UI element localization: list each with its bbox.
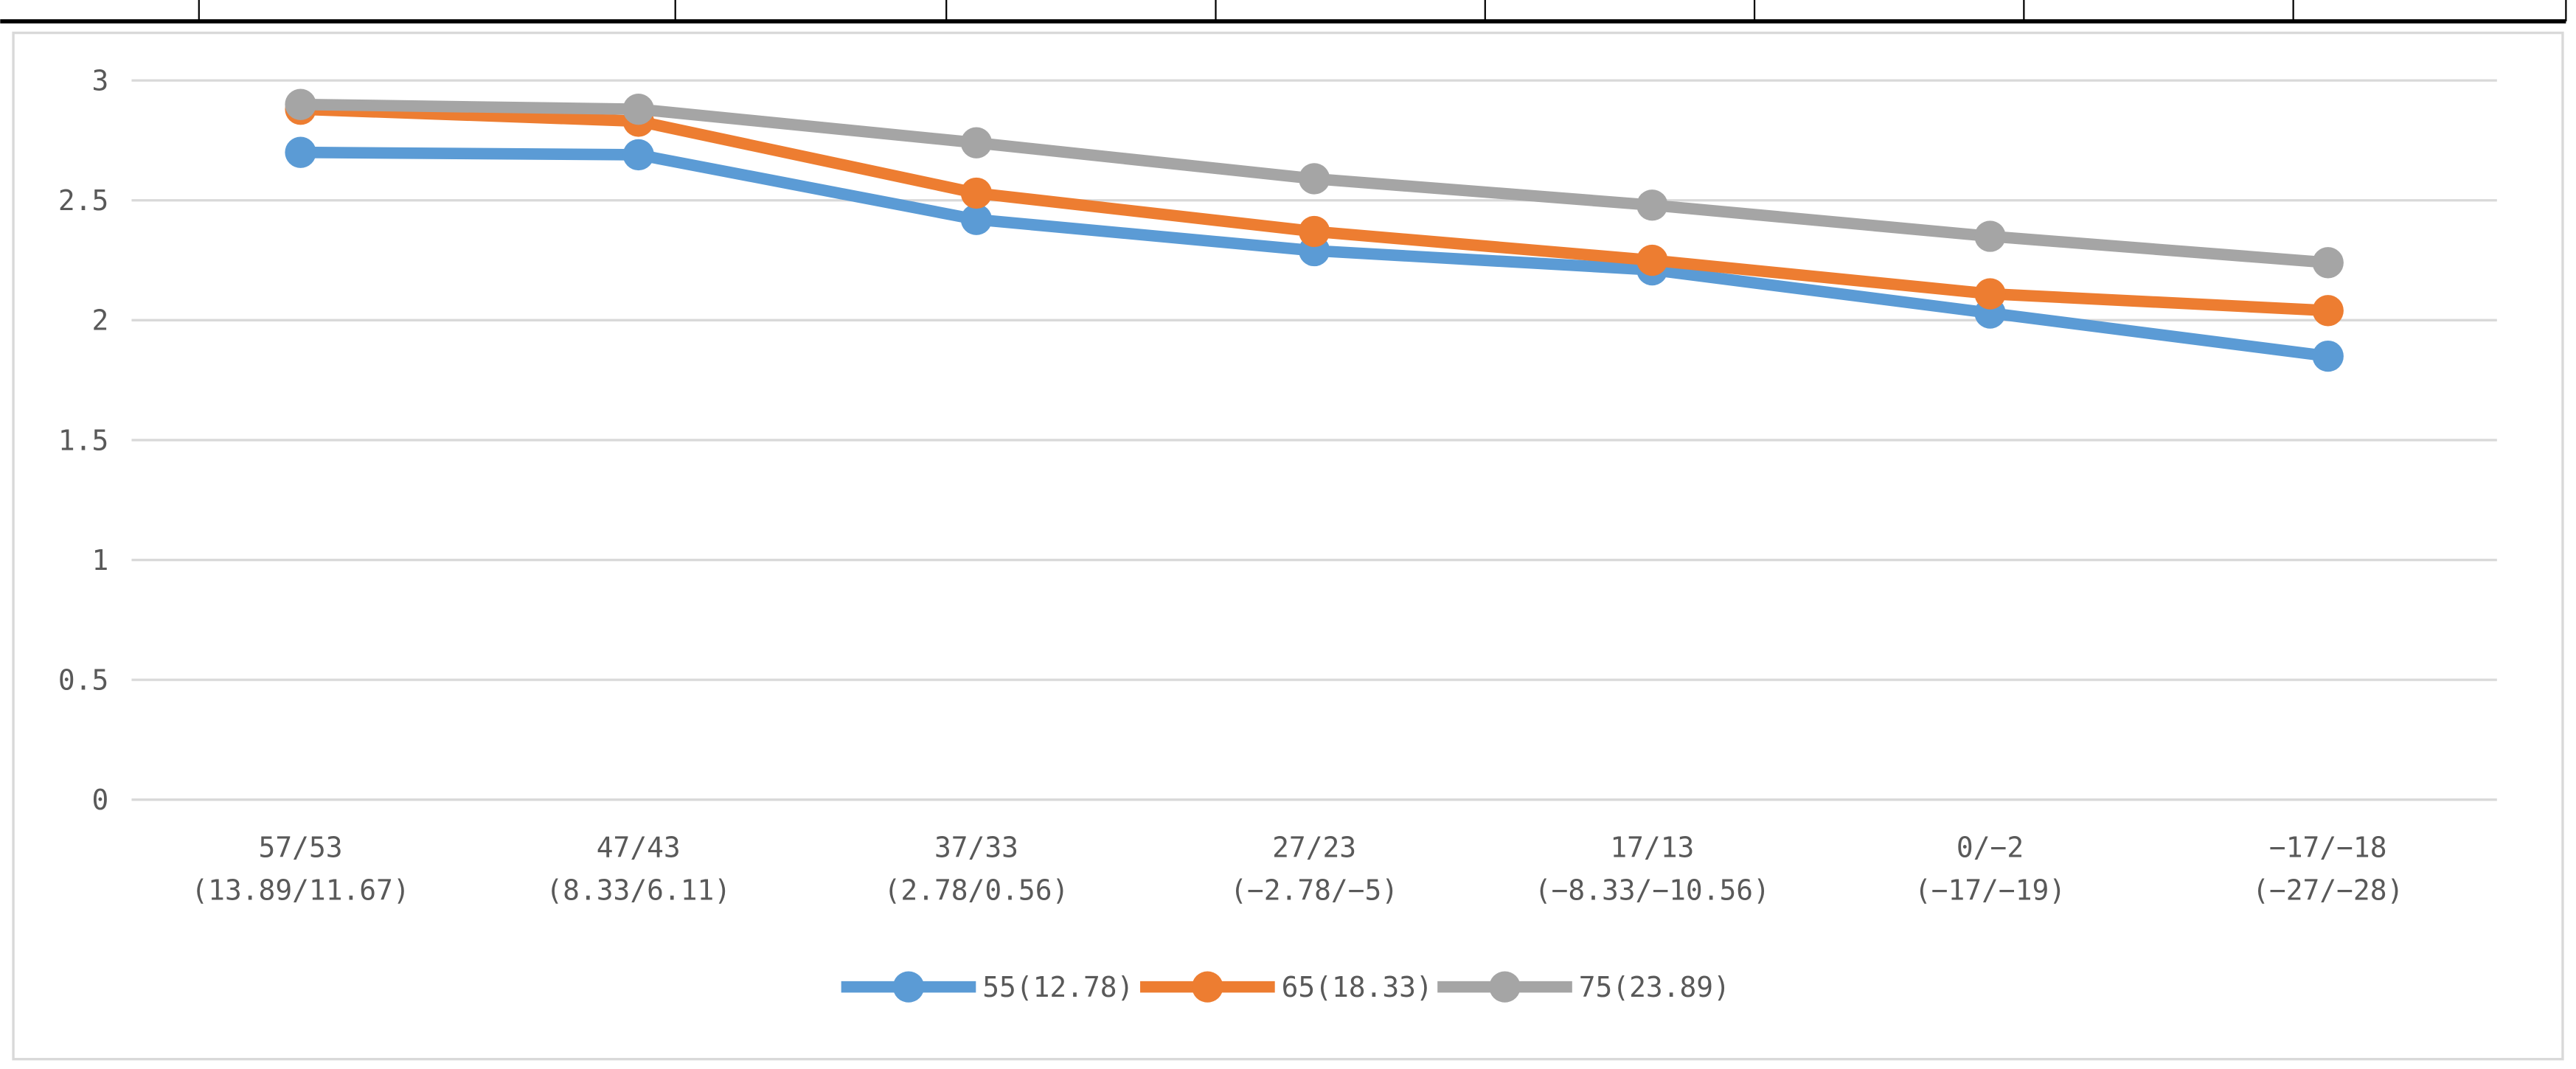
legend-point-marker <box>1192 971 1223 1003</box>
data-point <box>1298 163 1330 195</box>
x-tick-label: 17/13 <box>1610 832 1694 864</box>
data-point <box>2312 247 2344 279</box>
x-tick-label: (13.89/11.67) <box>191 874 409 907</box>
legend-entry: 65(18.33) <box>1140 971 1433 1003</box>
y-tick-label: 3 <box>91 65 108 97</box>
x-tick-label: (−27/−28) <box>2252 874 2403 907</box>
x-tick-label: 47/43 <box>597 832 681 864</box>
legend-point-marker <box>1489 971 1521 1003</box>
x-tick-label: (−2.78/−5) <box>1230 874 1398 907</box>
data-point <box>1974 220 2006 252</box>
x-tick-label: −17/−18 <box>2269 832 2387 864</box>
legend-entry: 75(23.89) <box>1437 971 1730 1003</box>
data-point <box>1636 189 1668 221</box>
data-point <box>285 88 316 120</box>
y-tick-label: 0 <box>91 784 108 816</box>
data-point <box>1636 244 1668 276</box>
x-tick-label: 0/−2 <box>1957 832 2024 864</box>
data-point <box>2312 340 2344 372</box>
y-tick-label: 2.5 <box>58 184 108 217</box>
data-point <box>1298 215 1330 248</box>
legend-label: 75(23.89) <box>1579 971 1730 1003</box>
x-tick-label: (−8.33/−10.56) <box>1535 874 1770 907</box>
data-point <box>285 136 316 168</box>
series-1 <box>285 136 2344 372</box>
data-point <box>960 177 993 209</box>
x-tick-label: (−17/−19) <box>1914 874 2066 907</box>
y-tick-label: 0.5 <box>58 664 108 696</box>
x-tick-label: (2.78/0.56) <box>884 874 1069 907</box>
series-3 <box>285 88 2344 279</box>
data-point <box>960 203 993 235</box>
data-point <box>2312 295 2344 327</box>
x-tick-label: 37/33 <box>934 832 1018 864</box>
legend-label: 65(18.33) <box>1282 971 1433 1003</box>
x-tick-label: 27/23 <box>1272 832 1356 864</box>
data-point <box>622 94 654 125</box>
legend-point-marker <box>892 971 925 1003</box>
y-tick-label: 2 <box>91 304 108 337</box>
x-tick-label: (8.33/6.11) <box>546 874 731 907</box>
data-point <box>1974 278 2006 310</box>
data-point <box>960 127 993 159</box>
y-tick-label: 1.5 <box>58 424 108 456</box>
table-strip <box>0 0 2576 24</box>
data-point <box>622 139 654 171</box>
chart-area-border <box>12 31 2564 1061</box>
legend-entry: 55(12.78) <box>841 971 1133 1003</box>
y-tick-label: 1 <box>91 544 108 577</box>
legend-label: 55(12.78) <box>982 971 1133 1003</box>
x-tick-label: 57/53 <box>259 832 343 864</box>
